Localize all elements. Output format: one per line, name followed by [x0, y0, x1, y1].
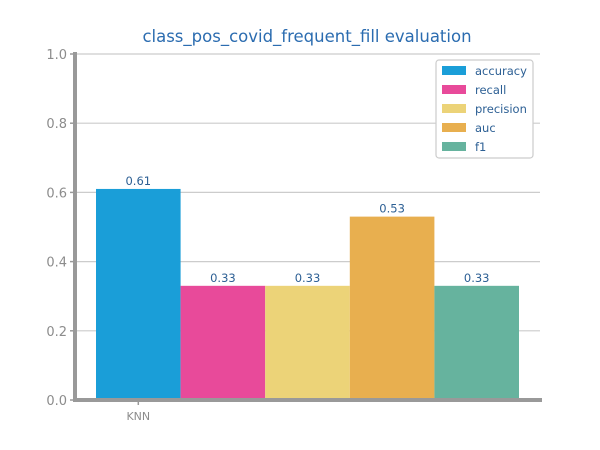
data-label-f1: 0.33	[464, 271, 490, 285]
data-label-accuracy: 0.61	[125, 174, 151, 188]
y-tick-label: 1.0	[46, 48, 67, 63]
data-label-precision: 0.33	[295, 271, 321, 285]
legend-box	[435, 59, 534, 159]
y-tick-label: 0.0	[46, 394, 67, 409]
bar-f1	[434, 285, 519, 400]
legend-swatch-recall	[442, 85, 466, 94]
y-tick-label: 0.6	[46, 186, 67, 201]
legend-swatch-f1	[442, 142, 466, 151]
y-tick-label: 0.2	[46, 325, 67, 340]
y-tick-label: 0.8	[46, 117, 67, 132]
x-tick-label: KNN	[126, 410, 150, 423]
legend-swatch-accuracy	[442, 66, 466, 75]
legend-swatch-auc	[442, 123, 466, 132]
bar-precision	[265, 285, 350, 400]
legend: accuracy recall precision auc f1	[435, 59, 534, 159]
bar-auc	[349, 216, 435, 400]
legend-label-recall: recall	[475, 83, 506, 97]
chart-title: class_pos_covid_frequent_fill evaluation	[142, 27, 471, 47]
data-label-auc: 0.53	[379, 202, 405, 216]
legend-label-precision: precision	[475, 102, 527, 116]
data-labels-group: 0.61 0.33 0.33 0.53 0.33	[125, 174, 489, 285]
legend-swatch-precision	[442, 104, 466, 113]
legend-label-auc: auc	[475, 121, 496, 135]
legend-label-f1: f1	[475, 140, 486, 154]
bars-group	[96, 188, 519, 400]
legend-label-accuracy: accuracy	[475, 64, 527, 78]
y-tick-label: 0.4	[46, 256, 67, 271]
data-label-recall: 0.33	[210, 271, 236, 285]
axes-group: 0.0 0.2 0.4 0.6 0.8 1.0 KNN	[46, 48, 542, 423]
bar-recall	[180, 285, 266, 400]
bar-accuracy	[96, 188, 181, 400]
